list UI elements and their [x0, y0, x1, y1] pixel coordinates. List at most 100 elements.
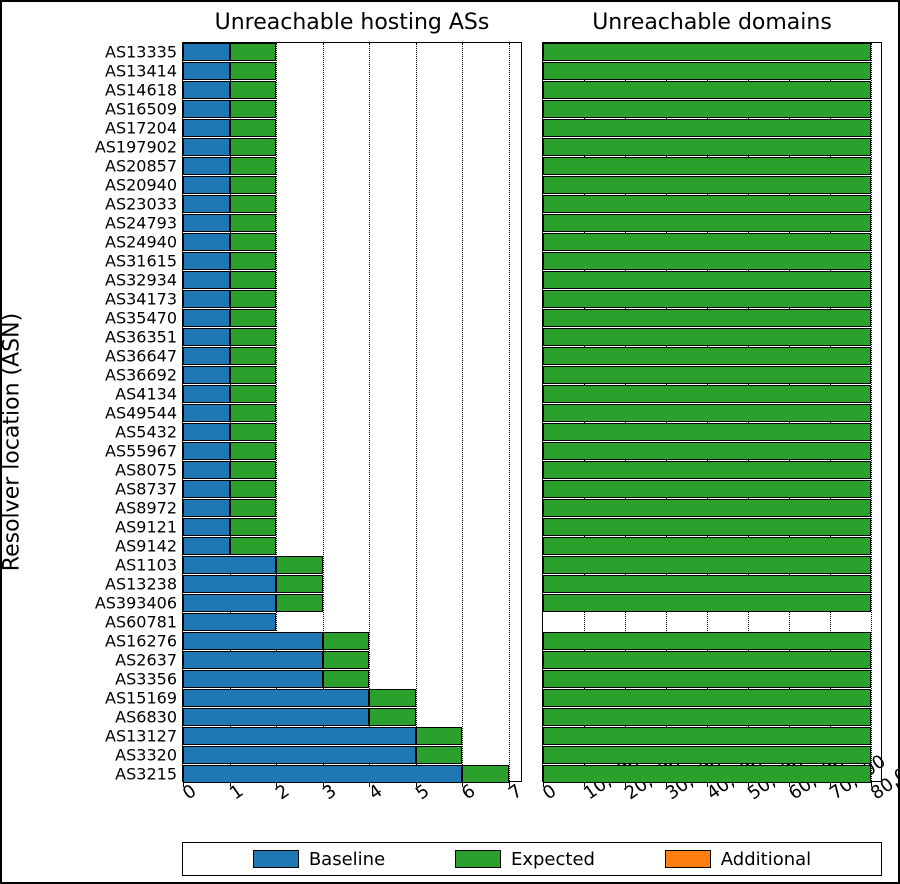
bar-segment-expected — [323, 670, 370, 688]
xtick-label: 0 — [179, 780, 200, 804]
bar-row — [183, 385, 521, 403]
bar-segment-expected — [543, 518, 871, 536]
bar-segment-baseline — [183, 43, 230, 61]
bar-row — [183, 328, 521, 346]
bar-row — [183, 157, 521, 175]
ytick-label: AS13238 — [105, 574, 177, 593]
bar-row — [183, 214, 521, 232]
bar-segment-expected — [230, 138, 277, 156]
bar-row — [543, 632, 881, 650]
bar-row — [543, 43, 881, 61]
bar-row — [183, 613, 521, 631]
legend: Baseline Expected Additional — [182, 842, 882, 876]
bar-row — [543, 537, 881, 555]
left-panel-title: Unreachable hosting ASs — [182, 10, 522, 35]
bar-row — [543, 347, 881, 365]
bar-row — [543, 480, 881, 498]
bar-segment-expected — [230, 195, 277, 213]
ytick-label: AS35470 — [105, 309, 177, 328]
bar-segment-baseline — [183, 195, 230, 213]
bar-segment-expected — [230, 309, 277, 327]
bar-segment-expected — [543, 423, 871, 441]
bar-row — [183, 176, 521, 194]
bar-segment-expected — [276, 594, 323, 612]
ytick-label: AS5432 — [115, 422, 177, 441]
bar-row — [183, 423, 521, 441]
bar-row — [183, 689, 521, 707]
ytick-label: AS23033 — [105, 195, 177, 214]
bar-segment-expected — [543, 746, 871, 764]
bar-segment-baseline — [183, 480, 230, 498]
bar-segment-expected — [543, 157, 871, 175]
bar-row — [543, 499, 881, 517]
bar-segment-baseline — [183, 765, 462, 783]
left-panel: 01234567AS13335AS13414AS14618AS16509AS17… — [182, 42, 522, 782]
bar-segment-baseline — [183, 708, 369, 726]
ytick-label: AS3215 — [115, 764, 177, 783]
ytick-label: AS24940 — [105, 233, 177, 252]
bar-segment-expected — [230, 233, 277, 251]
bar-segment-expected — [543, 233, 871, 251]
ytick-label: AS36692 — [105, 366, 177, 385]
ytick-label: AS9121 — [115, 517, 177, 536]
bar-segment-expected — [230, 176, 277, 194]
y-axis-label: Resolver location (ASN) — [0, 313, 25, 571]
bar-segment-baseline — [183, 575, 276, 593]
bar-row — [183, 594, 521, 612]
bar-segment-baseline — [183, 404, 230, 422]
ytick-label: AS3320 — [115, 745, 177, 764]
bar-segment-expected — [543, 575, 871, 593]
bar-segment-baseline — [183, 157, 230, 175]
xtick-label: 1 — [226, 780, 247, 804]
bar-segment-baseline — [183, 537, 230, 555]
bar-row — [543, 252, 881, 270]
bar-segment-baseline — [183, 62, 230, 80]
bar-segment-expected — [543, 404, 871, 422]
bar-row — [183, 727, 521, 745]
ytick-label: AS14618 — [105, 81, 177, 100]
bar-segment-expected — [543, 385, 871, 403]
bar-segment-expected — [543, 727, 871, 745]
bar-row — [543, 727, 881, 745]
ytick-label: AS16509 — [105, 100, 177, 119]
ytick-label: AS36647 — [105, 347, 177, 366]
bar-row — [183, 43, 521, 61]
bar-segment-expected — [543, 651, 871, 669]
ytick-label: AS13414 — [105, 62, 177, 81]
bar-row — [183, 708, 521, 726]
ytick-label: AS393406 — [95, 593, 177, 612]
bar-segment-expected — [230, 347, 277, 365]
ytick-label: AS20940 — [105, 176, 177, 195]
xtick-label: 5 — [412, 780, 433, 804]
ytick-label: AS24793 — [105, 214, 177, 233]
bar-segment-expected — [543, 366, 871, 384]
ytick-label: AS17204 — [105, 119, 177, 138]
bar-segment-baseline — [183, 100, 230, 118]
xtick-label: 0 — [539, 780, 560, 804]
bar-segment-expected — [230, 62, 277, 80]
bar-segment-baseline — [183, 613, 276, 631]
bar-row — [183, 575, 521, 593]
bar-row — [543, 765, 881, 783]
bar-row — [543, 613, 881, 631]
bar-row — [543, 81, 881, 99]
ytick-label: AS1103 — [115, 555, 177, 574]
bar-segment-baseline — [183, 119, 230, 137]
bar-row — [543, 689, 881, 707]
bar-row — [543, 518, 881, 536]
bar-segment-expected — [369, 689, 416, 707]
ytick-label: AS8075 — [115, 460, 177, 479]
bar-segment-expected — [543, 765, 871, 783]
bar-row — [543, 309, 881, 327]
bar-segment-expected — [543, 689, 871, 707]
bar-row — [183, 480, 521, 498]
bar-segment-expected — [543, 499, 871, 517]
right-panel-title: Unreachable domains — [542, 10, 882, 35]
bar-segment-expected — [323, 632, 370, 650]
bar-segment-baseline — [183, 442, 230, 460]
bar-segment-expected — [230, 290, 277, 308]
bar-segment-baseline — [183, 252, 230, 270]
bar-segment-expected — [543, 176, 871, 194]
bar-row — [543, 138, 881, 156]
bar-segment-expected — [230, 119, 277, 137]
